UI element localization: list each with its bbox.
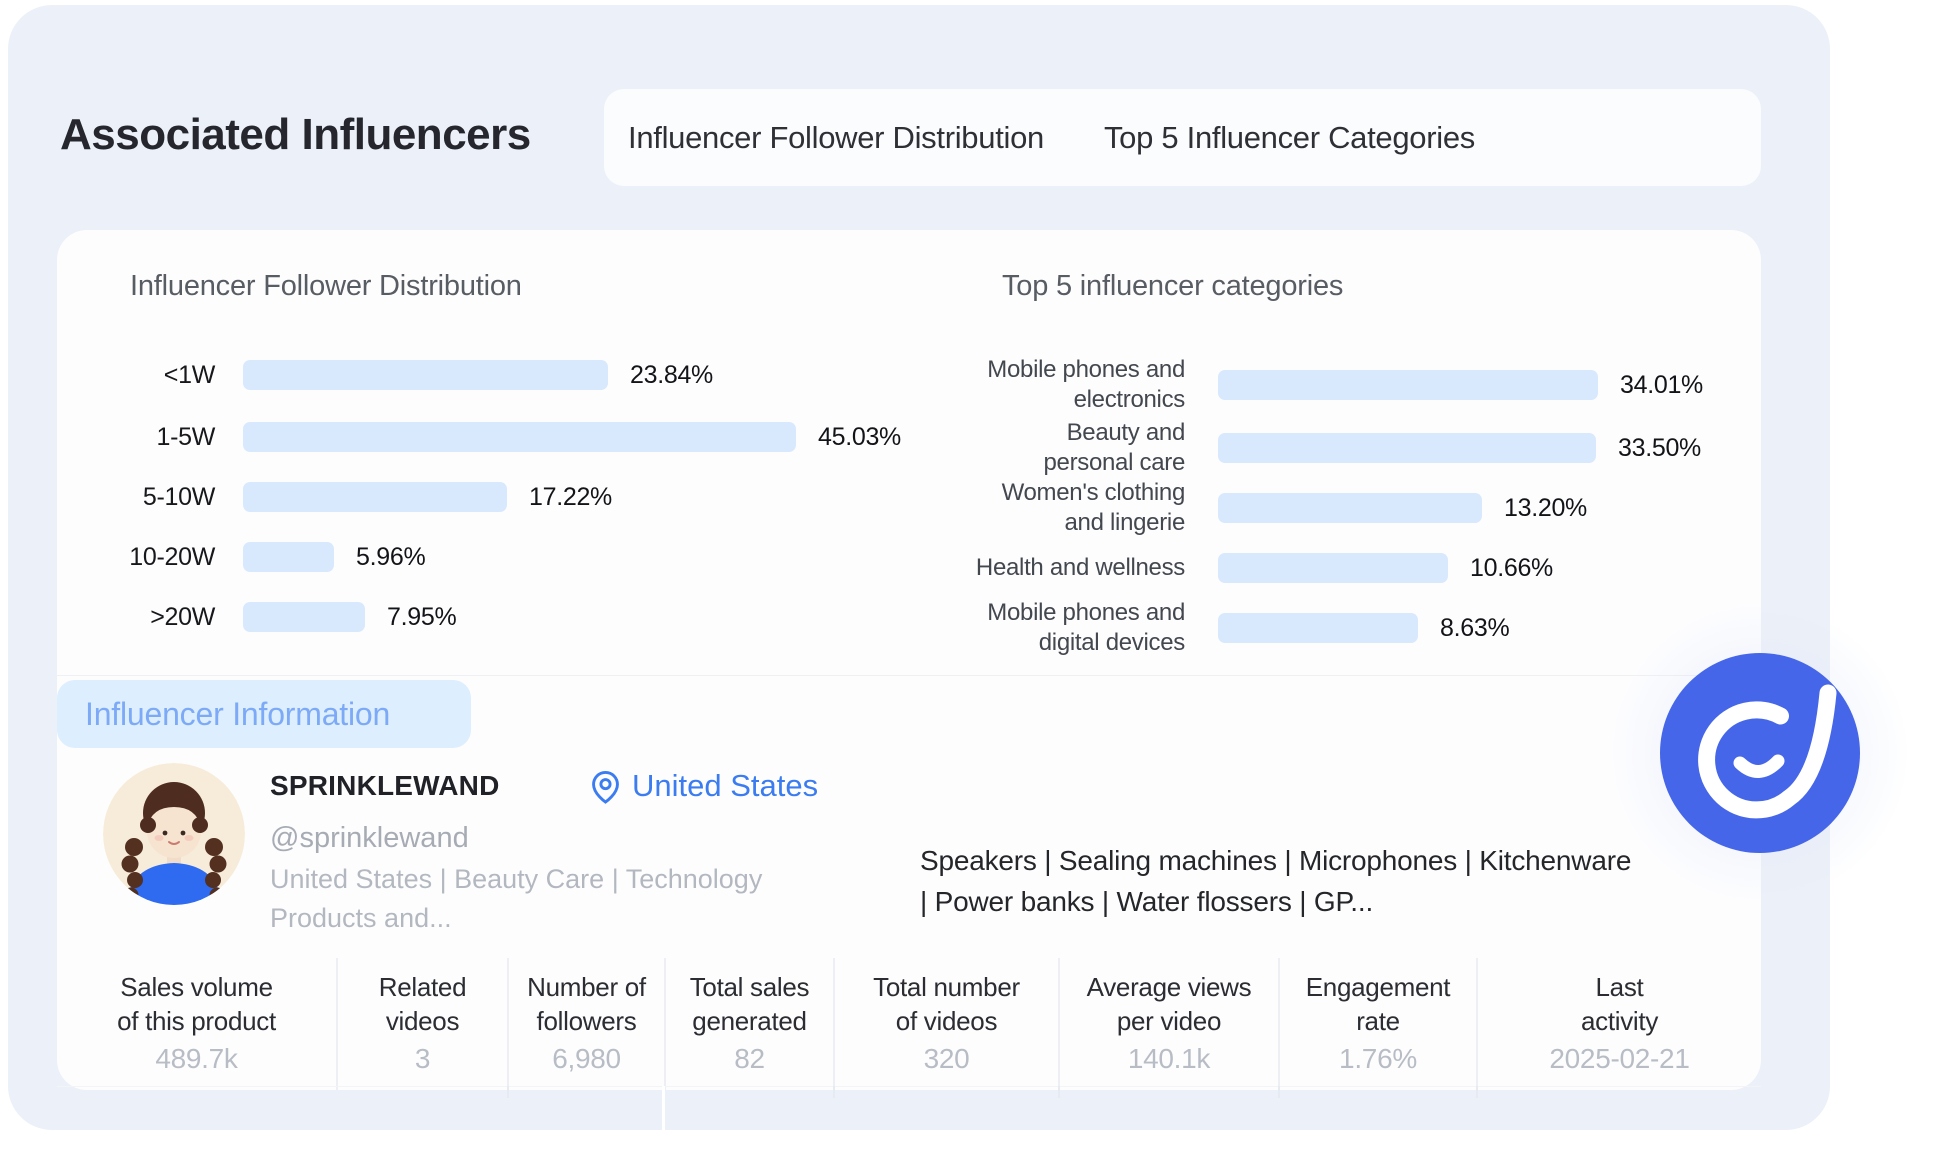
stats-header: Total number of videos	[873, 972, 1020, 1036]
bar	[243, 422, 796, 452]
page-title: Associated Influencers	[60, 110, 531, 159]
brand-logo-button[interactable]	[1660, 653, 1860, 853]
influencer-tags: United States | Beauty Care | Technology…	[270, 860, 762, 938]
influencer-name: SPRINKLEWAND	[270, 770, 500, 801]
bar	[1218, 493, 1482, 523]
bar-value-label: 34.01%	[1620, 371, 1703, 399]
column-divider-tick	[1058, 1086, 1060, 1098]
stats-column: Total number of videos 320	[833, 958, 1058, 1090]
chart-title-top5-categories: Top 5 influencer categories	[1002, 270, 1344, 302]
bar-value-label: 33.50%	[1618, 434, 1701, 462]
bar-category-label: <1W	[163, 361, 216, 389]
column-divider-tick	[833, 1086, 835, 1098]
product-list-line2: | Power banks | Water flossers | GP...	[920, 886, 1374, 917]
bar-category-label: 10-20W	[129, 543, 215, 571]
product-list-line1: Speakers | Sealing machines | Microphone…	[920, 845, 1632, 876]
stats-header: Number of followers	[527, 972, 646, 1036]
bar	[243, 542, 334, 572]
stats-column: Related videos 3	[336, 958, 507, 1090]
bar-category-label: 5-10W	[142, 483, 215, 511]
bar-category-label: Beauty and personal care	[1043, 419, 1185, 476]
stats-column: Engagement rate 1.76%	[1278, 958, 1476, 1090]
bar	[243, 482, 507, 512]
bar	[243, 360, 608, 390]
stats-value: 1.76%	[1339, 1043, 1417, 1074]
stats-column: Sales volume of this product 489.7k	[57, 958, 336, 1090]
stats-value: 2025-02-21	[1549, 1043, 1690, 1074]
stats-value: 82	[734, 1043, 765, 1074]
bar-value-label: 10.66%	[1470, 554, 1553, 582]
product-list: Speakers | Sealing machines | Microphone…	[920, 840, 1631, 922]
bar-category-label: Health and wellness	[975, 554, 1185, 581]
stats-value: 6,980	[552, 1043, 621, 1074]
stats-column: Last activity 2025-02-21	[1476, 958, 1761, 1090]
bar-value-label: 13.20%	[1504, 494, 1587, 522]
brand-logo-icon	[1698, 684, 1837, 819]
column-divider-tick	[507, 1086, 509, 1098]
tab-bar: Influencer Follower Distribution Top 5 I…	[604, 89, 1761, 186]
column-divider-tick	[1278, 1086, 1280, 1098]
stats-column: Number of followers 6,980	[507, 958, 664, 1090]
bar-value-label: 17.22%	[529, 483, 612, 511]
bar-category-label: Mobile phones and electronics	[987, 356, 1185, 413]
avatar-illustration	[103, 763, 245, 905]
stats-header: Average views per video	[1086, 972, 1252, 1036]
stats-value: 320	[923, 1043, 970, 1074]
influencer-tags-line1: United States | Beauty Care | Technology	[270, 864, 763, 894]
table-bottom-border	[57, 1086, 1761, 1087]
influencer-location-link[interactable]: United States	[632, 768, 819, 803]
bar-value-label: 5.96%	[356, 543, 426, 571]
bar	[1218, 553, 1448, 583]
influencer-tags-line2: Products and...	[270, 903, 452, 933]
bar-value-label: 7.95%	[387, 603, 457, 631]
bar-value-label: 45.03%	[818, 423, 901, 451]
chart-title-follower-distribution: Influencer Follower Distribution	[130, 270, 522, 302]
stats-value: 140.1k	[1127, 1043, 1211, 1074]
tab-influencer-follower-distribution[interactable]: Influencer Follower Distribution	[628, 119, 1044, 155]
bar-category-label: Mobile phones and digital devices	[987, 599, 1185, 656]
stats-header: Total sales generated	[689, 972, 810, 1036]
influencer-information-badge: Influencer Information	[57, 680, 471, 748]
influencer-handle: @sprinklewand	[270, 822, 469, 854]
bar-category-label: Women's clothing and lingerie	[1001, 479, 1186, 536]
bar-value-label: 8.63%	[1440, 614, 1510, 642]
stats-value: 489.7k	[155, 1043, 238, 1074]
avatar[interactable]	[103, 763, 245, 905]
column-divider-artifact	[662, 1086, 665, 1155]
bar-category-label: 1-5W	[156, 423, 215, 451]
bar	[243, 602, 365, 632]
stats-header: Last activity	[1580, 972, 1659, 1036]
stats-header: Sales volume of this product	[117, 972, 276, 1036]
stats-header: Related videos	[378, 972, 467, 1036]
section-divider	[57, 675, 1761, 676]
bar	[1218, 613, 1418, 643]
location-pin-icon	[592, 771, 619, 804]
bar	[1218, 370, 1598, 400]
bar-category-label: >20W	[150, 603, 215, 631]
stats-header: Engagement rate	[1305, 972, 1451, 1036]
tab-top5-influencer-categories[interactable]: Top 5 Influencer Categories	[1103, 119, 1475, 155]
column-divider-tick	[1476, 1086, 1478, 1098]
stats-value: 3	[414, 1043, 431, 1074]
stats-column: Total sales generated 82	[664, 958, 833, 1090]
bar	[1218, 433, 1596, 463]
stats-column: Average views per video 140.1k	[1058, 958, 1278, 1090]
bar-value-label: 23.84%	[630, 361, 713, 389]
